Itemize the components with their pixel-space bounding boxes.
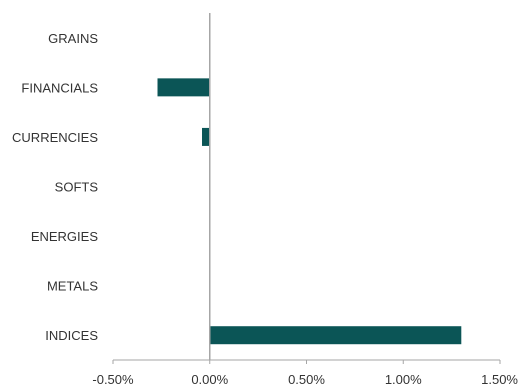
category-label-energies: ENERGIES bbox=[31, 229, 99, 244]
x-tick-label: 1.50% bbox=[481, 372, 518, 387]
category-label-financials: FINANCIALS bbox=[21, 80, 98, 95]
category-label-softs: SOFTS bbox=[55, 180, 99, 195]
bar-currencies bbox=[202, 127, 210, 146]
bar-indices bbox=[209, 326, 462, 345]
category-label-currencies: CURRENCIES bbox=[12, 130, 98, 145]
bar-financials bbox=[157, 78, 210, 97]
x-tick-label: 1.00% bbox=[385, 372, 422, 387]
bars-layer bbox=[157, 78, 462, 345]
labels-layer: GRAINS FINANCIALS CURRENCIES SOFTS ENERGIES M… bbox=[12, 31, 518, 387]
category-label-indices: INDICES bbox=[45, 328, 98, 343]
category-label-grains: GRAINS bbox=[48, 31, 98, 46]
x-tick-label: -0.50% bbox=[92, 372, 134, 387]
axes-layer bbox=[112, 13, 501, 364]
category-label-metals: METALS bbox=[47, 279, 98, 294]
x-tick-label: 0.50% bbox=[288, 372, 325, 387]
x-tick-label: 0.00% bbox=[191, 372, 228, 387]
